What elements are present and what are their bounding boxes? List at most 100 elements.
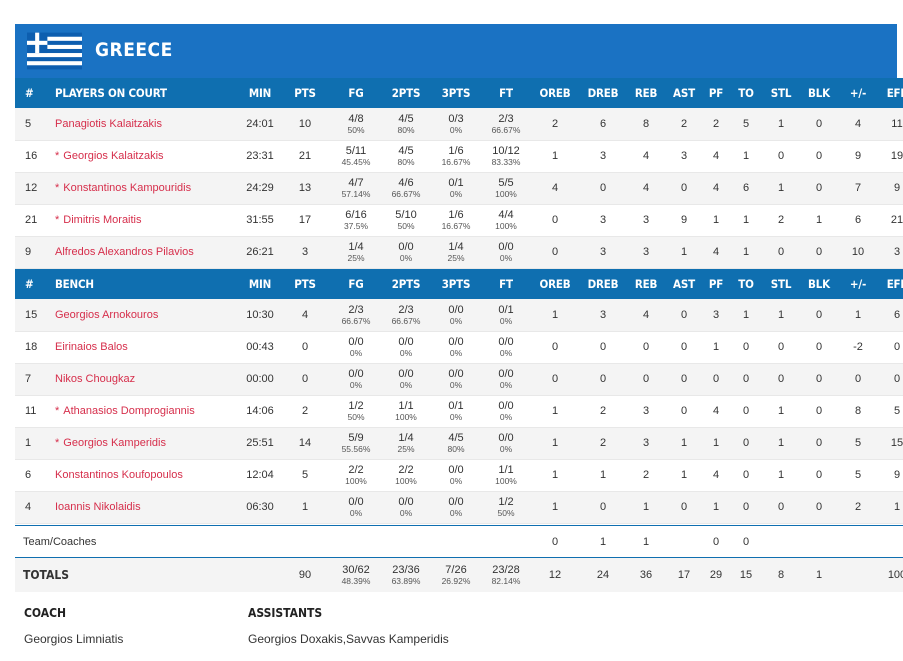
- player-ast: 1: [665, 427, 703, 460]
- player-min: 31:55: [241, 204, 279, 237]
- player-pf: 4: [703, 236, 729, 269]
- player-to: 5: [729, 108, 763, 141]
- player-number: 6: [15, 459, 51, 492]
- court-col-2pts: 2PTS: [391, 86, 421, 100]
- table-row: 6 Konstantinos Koufopoulos 12:04 5 2/2 100% 2/…: [15, 459, 903, 492]
- player-number: 15: [15, 299, 51, 332]
- player-to: 0: [729, 395, 763, 428]
- player-pts: 1: [279, 491, 331, 524]
- player-plus-minus: 10: [839, 236, 877, 269]
- players-on-court-table: # PLAYERS ON COURT MIN PTS FG 2PTS 3PTS FT OREB D…: [15, 78, 903, 269]
- assistants-label: ASSISTANTS: [248, 606, 323, 620]
- player-pf: 1: [703, 331, 729, 364]
- player-eff: 1: [877, 491, 903, 524]
- player-name-link[interactable]: Alfredos Alexandros Pilavios: [51, 236, 241, 269]
- player-blk: 0: [799, 236, 839, 269]
- player-3pts: 1/4 25%: [431, 236, 481, 269]
- player-number: 12: [15, 172, 51, 205]
- player-eff: 0: [877, 363, 903, 396]
- player-2pts: 5/10 50%: [381, 204, 431, 237]
- player-plus-minus: 5: [839, 427, 877, 460]
- starter-marker: *: [55, 150, 60, 162]
- player-stl: 1: [763, 108, 799, 141]
- player-name-link[interactable]: * Georgios Kamperidis: [51, 427, 241, 460]
- player-eff: 3: [877, 236, 903, 269]
- player-name-link[interactable]: * Athanasios Domprogiannis: [51, 395, 241, 428]
- player-2pts: 2/2 100%: [381, 459, 431, 492]
- player-ft: 0/0 0%: [481, 395, 531, 428]
- player-ft: 0/1 0%: [481, 299, 531, 332]
- player-reb: 3: [627, 427, 665, 460]
- player-2pts: 0/0 0%: [381, 491, 431, 524]
- player-plus-minus: -2: [839, 331, 877, 364]
- player-min: 00:43: [241, 331, 279, 364]
- bench-col-pf: PF: [708, 277, 724, 291]
- player-to: 1: [729, 236, 763, 269]
- court-col-pts: PTS: [294, 86, 316, 100]
- table-row: 12 * Konstantinos Kampouridis 24:29 13 4/7 57.…: [15, 172, 903, 205]
- player-number: 18: [15, 331, 51, 364]
- player-2pts: 1/1 100%: [381, 395, 431, 428]
- player-oreb: 0: [531, 236, 579, 269]
- player-ft: 0/0 0%: [481, 363, 531, 396]
- player-name-link[interactable]: * Dimitris Moraitis: [51, 204, 241, 237]
- starter-marker: *: [55, 182, 60, 194]
- team-coaches-dreb: 1: [579, 525, 627, 558]
- player-min: 24:01: [241, 108, 279, 141]
- totals-stl: 8: [777, 568, 785, 581]
- player-min: 24:29: [241, 172, 279, 205]
- player-stl: 0: [763, 140, 799, 173]
- player-fg: 2/2 100%: [331, 459, 381, 492]
- player-2pts: 0/0 0%: [381, 363, 431, 396]
- bench-col-number: #: [25, 277, 34, 291]
- player-ft: 0/0 0%: [481, 427, 531, 460]
- totals-2pts: 23/36 63.89%: [391, 563, 421, 586]
- player-eff: 9: [877, 459, 903, 492]
- player-oreb: 0: [531, 331, 579, 364]
- team-coaches-label: Team/Coaches: [15, 525, 241, 558]
- player-fg: 6/16 37.5%: [331, 204, 381, 237]
- table-row: 1 * Georgios Kamperidis 25:51 14 5/9 55.56% 1/4…: [15, 427, 903, 460]
- player-eff: 6: [877, 299, 903, 332]
- totals-to: 15: [739, 568, 753, 581]
- player-stl: 1: [763, 172, 799, 205]
- player-name-link[interactable]: * Georgios Kalaitzakis: [51, 140, 241, 173]
- table-row: 11 * Athanasios Domprogiannis 14:06 2 1/2 50% 1…: [15, 395, 903, 428]
- table-row: 15 Georgios Arnokouros 10:30 4 2/3 66.67% 2/3 6…: [15, 299, 903, 332]
- player-ft: 0/0 0%: [481, 331, 531, 364]
- player-name-link[interactable]: Konstantinos Koufopoulos: [51, 459, 241, 492]
- player-fg: 5/11 45.45%: [331, 140, 381, 173]
- player-oreb: 1: [531, 491, 579, 524]
- player-name-link[interactable]: Ioannis Nikolaidis: [51, 491, 241, 524]
- player-reb: 4: [627, 140, 665, 173]
- table-row: 5 Panagiotis Kalaitzakis 24:01 10 4/8 50% 4/5 8…: [15, 108, 903, 141]
- player-pts: 0: [279, 363, 331, 396]
- player-ast: 0: [665, 491, 703, 524]
- player-oreb: 1: [531, 395, 579, 428]
- player-name-link[interactable]: Eirinaios Balos: [51, 331, 241, 364]
- team-coaches-oreb: 0: [531, 525, 579, 558]
- starter-marker: *: [55, 405, 60, 417]
- player-min: 26:21: [241, 236, 279, 269]
- player-to: 6: [729, 172, 763, 205]
- player-pf: 4: [703, 140, 729, 173]
- totals-dreb: 24: [596, 568, 610, 581]
- player-3pts: 0/0 0%: [431, 491, 481, 524]
- player-name-link[interactable]: Georgios Arnokouros: [51, 299, 241, 332]
- player-pts: 4: [279, 299, 331, 332]
- player-to: 1: [729, 299, 763, 332]
- player-ast: 1: [665, 459, 703, 492]
- coach-block: COACH Georgios Limniatis: [24, 606, 123, 646]
- court-col-min: MIN: [248, 86, 272, 100]
- player-oreb: 0: [531, 204, 579, 237]
- player-ast: 0: [665, 299, 703, 332]
- player-name-link[interactable]: Panagiotis Kalaitzakis: [51, 108, 241, 141]
- player-pts: 14: [279, 427, 331, 460]
- player-name-link[interactable]: Nikos Chougkaz: [51, 363, 241, 396]
- player-number: 11: [15, 395, 51, 428]
- player-name-link[interactable]: * Konstantinos Kampouridis: [51, 172, 241, 205]
- court-col----: +/-: [849, 86, 867, 100]
- player-ft: 1/1 100%: [481, 459, 531, 492]
- player-dreb: 3: [579, 204, 627, 237]
- totals-row: TOTALS 90 30/62 48.39% 23/36 63.89% 7/26 26…: [15, 557, 903, 592]
